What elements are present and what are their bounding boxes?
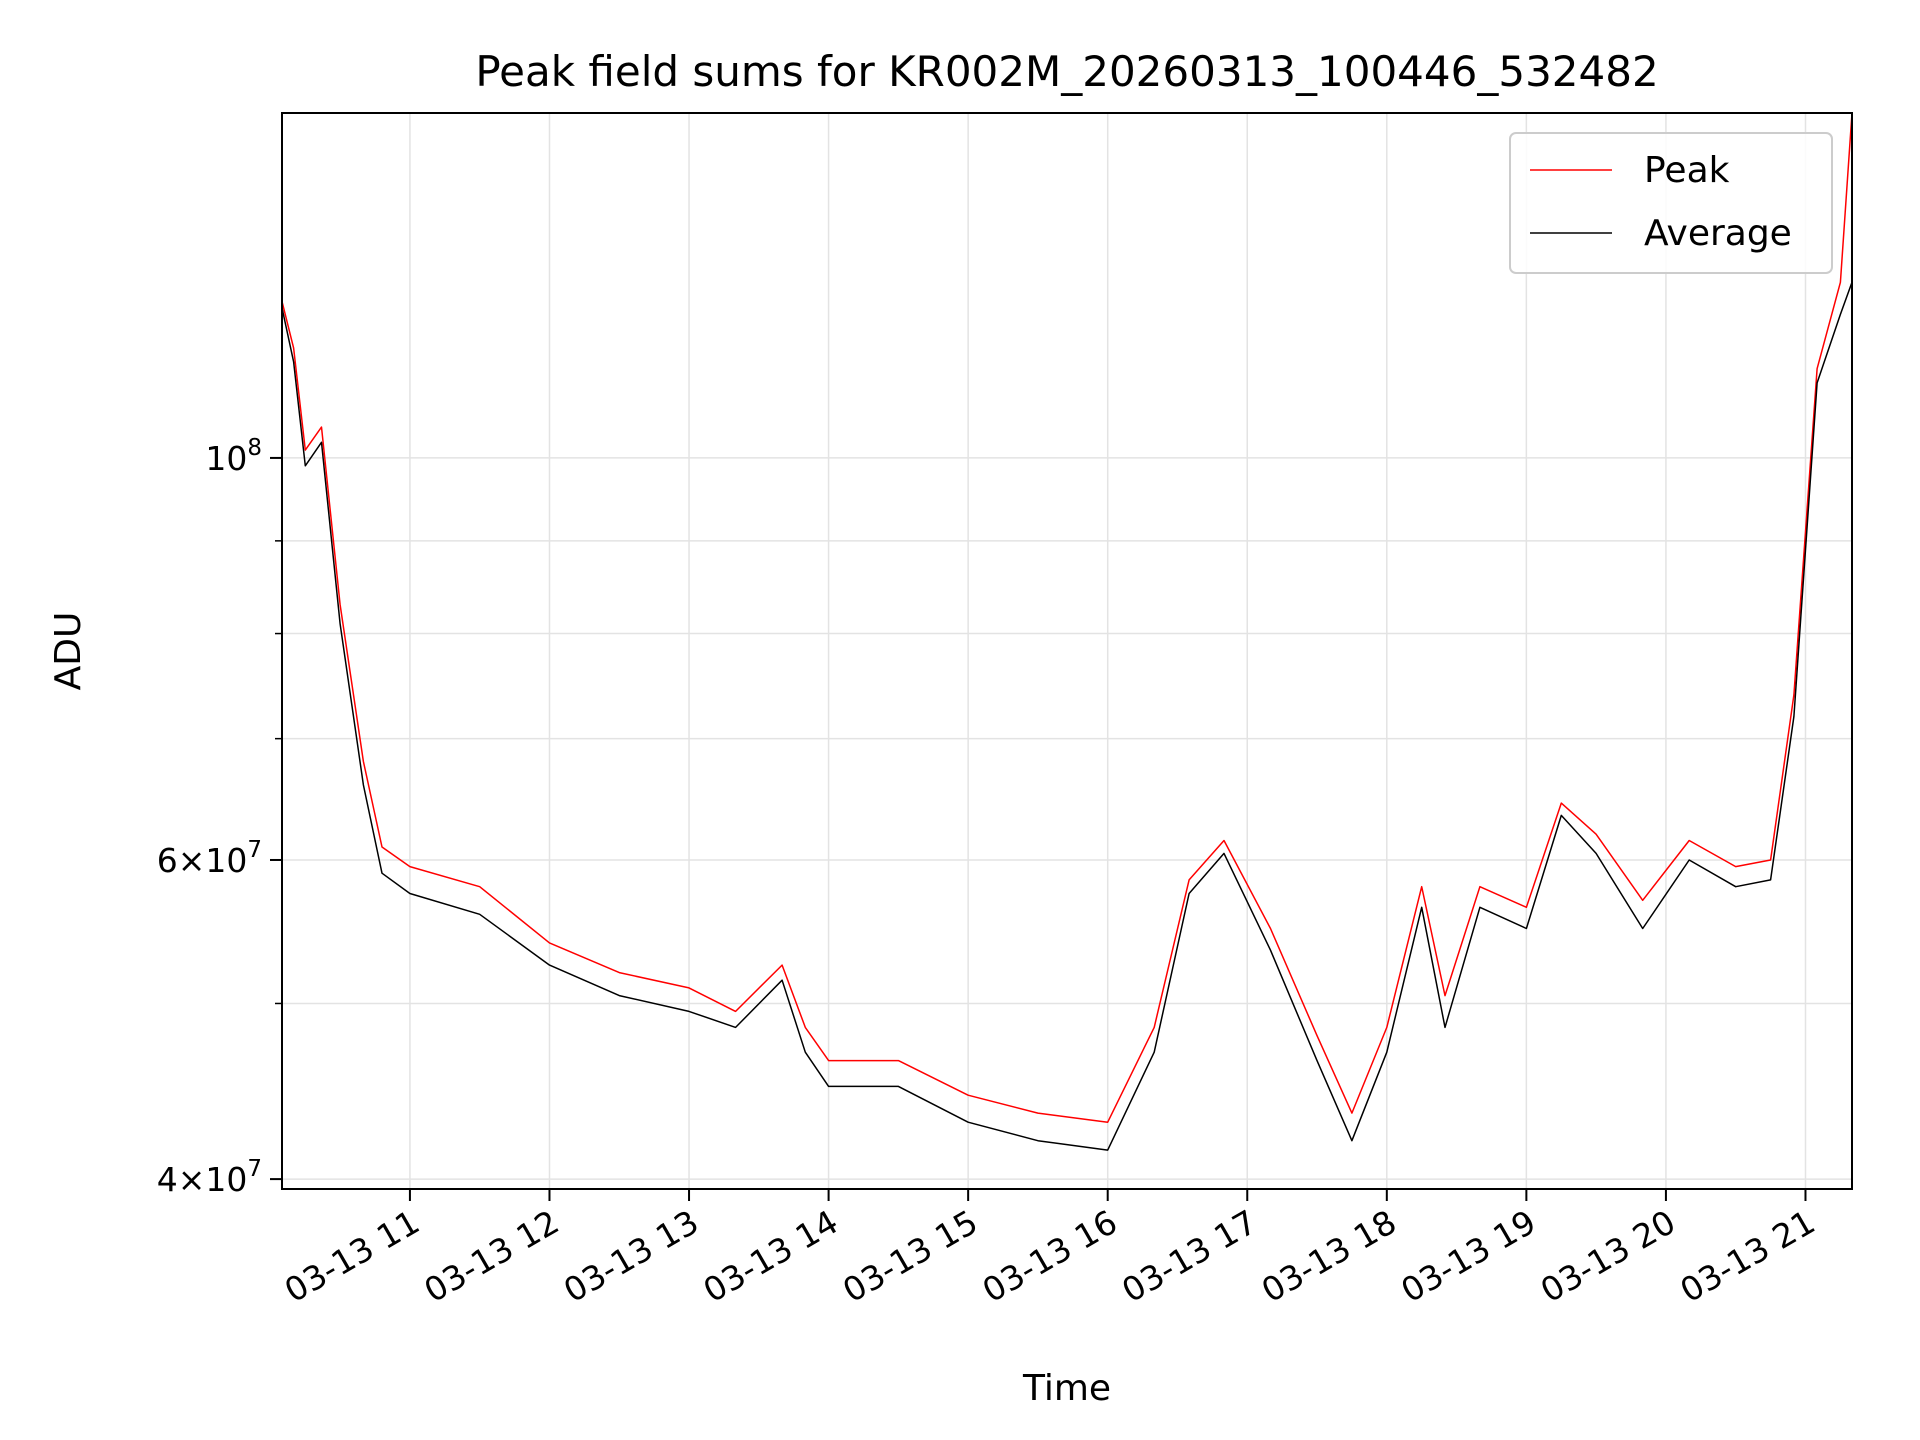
average-line: [281, 282, 1853, 1151]
legend: Peak Average: [1509, 132, 1833, 274]
chart-title: Peak field sums for KR002M_20260313_1004…: [475, 47, 1658, 96]
legend-label-peak: Peak: [1644, 150, 1730, 191]
legend-box: [1509, 132, 1833, 274]
y-tick-label: 4×107: [157, 1156, 262, 1199]
plot-frame: [281, 112, 1853, 1190]
series-layer: [281, 112, 1853, 1151]
y-axis-label: ADU: [48, 612, 89, 691]
legend-label-average: Average: [1644, 213, 1792, 254]
y-tick-label: 6×107: [157, 837, 262, 880]
peak-line: [281, 112, 1853, 1123]
x-axis-label: Time: [1022, 1368, 1111, 1409]
grid: [282, 113, 1852, 1189]
